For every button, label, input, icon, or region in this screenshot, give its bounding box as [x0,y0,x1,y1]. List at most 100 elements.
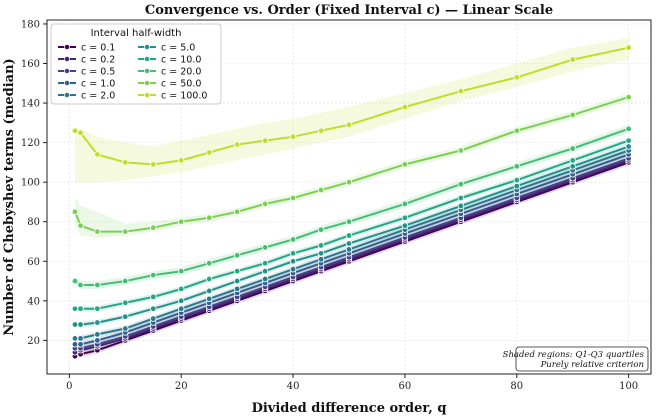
legend-label: c = 1.0 [81,78,115,89]
series-point-8 [513,127,520,134]
series-point-7 [205,260,213,267]
series-point-6 [569,157,576,164]
series-point-6 [178,285,185,293]
series-point-6 [401,214,409,221]
series-point-4 [233,285,241,293]
note-box [515,346,649,372]
series-point-5 [233,277,241,285]
legend-label: c = 50.0 [161,78,201,89]
y-tick-label: 120 [21,138,40,149]
series-point-8 [569,111,576,119]
series-point-9 [569,56,576,63]
quartile-band-9 [75,37,629,183]
series-point-5 [150,305,157,312]
legend-swatch-marker [144,56,150,62]
chart-title: Convergence vs. Order (Fixed Interval c)… [145,3,553,18]
series-point-8 [94,228,101,235]
legend-swatch-marker [144,44,150,50]
legend-swatch-marker [144,92,150,98]
legend-label: c = 5.0 [161,42,195,53]
legend-swatch-marker [144,80,150,86]
series-point-9 [457,87,465,95]
legend-title: Interval half-width [91,28,182,39]
series-point-4 [77,335,84,342]
series-point-6 [77,305,84,312]
series-point-6 [122,299,129,307]
series-point-8 [317,186,325,194]
x-tick-label: 100 [619,381,638,392]
series-point-6 [317,242,325,249]
legend-label: c = 0.5 [81,66,115,77]
series-point-8 [289,194,297,202]
series-point-4 [71,335,79,342]
x-axis-label: Divided difference order, q [252,401,447,416]
series-point-4 [317,256,325,263]
legend-label: c = 100.0 [161,90,207,101]
series-point-4 [122,325,129,332]
x-tick-label: 80 [510,381,523,392]
series-point-4 [261,275,269,283]
y-tick-label: 140 [21,99,40,110]
series-point-6 [71,305,79,312]
series-point-9 [233,141,241,148]
plot-frame [46,19,652,375]
series-point-9 [345,121,353,129]
series-point-7 [513,163,520,170]
series-point-4 [345,246,353,253]
note-line-1: Shaded regions: Q1-Q3 quartiles [503,350,645,360]
series-point-7 [401,200,409,208]
series-point-8 [233,208,241,216]
series-point-7 [261,244,269,251]
series-point-5 [71,321,79,328]
series-point-9 [71,127,79,134]
series-point-9 [150,161,157,168]
legend-box [50,23,222,105]
series-point-5 [122,313,129,320]
y-axis-label: Number of Chebyshev terms (median) [2,58,17,335]
series-point-8 [345,178,353,186]
quartile-note: Shaded regions: Q1-Q3 quartiles Purely r… [503,346,649,372]
series-point-9 [205,149,213,156]
series-point-9 [317,127,325,134]
series-point-6 [289,250,297,257]
series-point-7 [77,281,84,289]
legend-label: c = 0.2 [81,54,115,65]
y-tick-label: 100 [21,178,40,189]
series-point-9 [122,159,129,166]
series-point-7 [178,267,185,275]
series-point-4 [150,315,157,322]
series-point-7 [569,145,576,152]
series-point-9 [625,44,632,51]
series-point-5 [94,319,101,326]
y-tick-label: 80 [27,217,40,228]
series-point-9 [94,151,101,158]
legend-swatch-marker [64,68,70,74]
legend: Interval half-width c = 0.1c = 0.2c = 0.… [50,23,222,105]
y-tick-label: 60 [27,257,40,268]
series-point-8 [71,208,79,216]
series-point-6 [233,267,241,275]
series-point-6 [625,137,632,144]
y-tick-label: 160 [21,59,40,70]
series-point-5 [289,258,297,265]
series-point-9 [289,133,297,140]
series-point-3 [77,341,84,348]
series-point-9 [261,137,269,144]
series-point-9 [513,74,520,81]
series-point-7 [233,252,241,259]
series-point-5 [317,250,325,257]
series-point-6 [513,176,520,184]
series-point-8 [150,224,157,231]
legend-swatch-marker [64,80,70,86]
series-point-5 [77,321,84,328]
series-point-7 [289,236,297,243]
legend-swatch-marker [64,44,70,50]
series-point-8 [625,93,632,101]
series-point-5 [457,202,465,210]
series-point-3 [94,337,101,344]
y-tick-label: 40 [27,296,40,307]
legend-label: c = 20.0 [161,66,201,77]
series-point-5 [401,222,409,229]
series-point-7 [150,271,157,279]
